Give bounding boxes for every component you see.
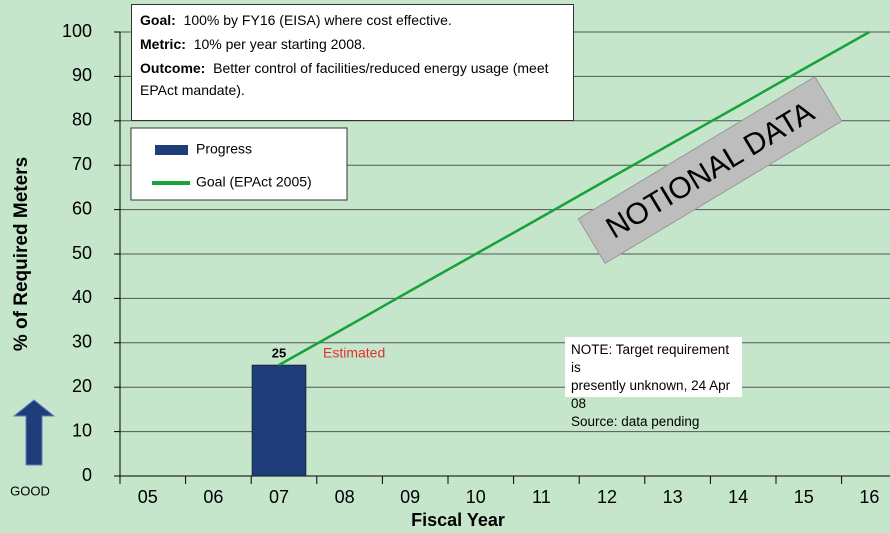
y-tick-label: 10 xyxy=(72,420,92,440)
stamp-text: NOTIONAL DATA xyxy=(601,95,820,245)
estimated-label: Estimated xyxy=(323,345,385,361)
x-tick-label: 16 xyxy=(859,487,879,507)
x-tick-label: 12 xyxy=(597,487,617,507)
y-tick-label: 70 xyxy=(72,154,92,174)
x-tick-label: 11 xyxy=(532,487,551,507)
stamp-box xyxy=(577,75,843,265)
info-label: Goal: xyxy=(140,12,176,28)
good-label: GOOD xyxy=(10,483,50,498)
good-arrow xyxy=(12,399,56,466)
y-tick-label: 60 xyxy=(72,198,92,218)
x-tick-label: 13 xyxy=(663,487,683,507)
goal-line xyxy=(278,30,871,367)
y-tick-label: 100 xyxy=(62,21,92,41)
y-tick-label: 0 xyxy=(82,465,92,485)
info-label: Metric: xyxy=(140,36,186,52)
info-text: Better control of facilities/reduced ene… xyxy=(140,60,549,98)
info-row: Goal: 100% by FY16 (EISA) where cost eff… xyxy=(140,9,565,31)
legend-swatch xyxy=(155,145,188,155)
info-text: 10% per year starting 2008. xyxy=(193,36,366,52)
y-axis-label: % of Required Meters xyxy=(11,157,32,351)
x-tick-label: 07 xyxy=(269,487,289,507)
note-line: presently unknown, 24 Apr 08 xyxy=(571,378,731,411)
info-row: Outcome: Better control of facilities/re… xyxy=(140,57,565,101)
x-tick-label: 09 xyxy=(400,487,420,507)
stamp: NOTIONAL DATA xyxy=(577,75,843,265)
info-label: Outcome: xyxy=(140,60,206,76)
legend: Progress Goal (EPAct 2005) xyxy=(130,127,348,201)
x-tick-label: 08 xyxy=(335,487,355,507)
x-tick-label: 14 xyxy=(728,487,748,507)
x-axis-label: Fiscal Year xyxy=(411,510,505,530)
y-tick-label: 80 xyxy=(72,110,92,130)
x-tick-label: 15 xyxy=(794,487,814,507)
info-box: Goal: 100% by FY16 (EISA) where cost eff… xyxy=(131,4,574,121)
y-tick-label: 30 xyxy=(72,332,92,352)
value-label: 25 xyxy=(272,345,286,360)
note-line: Source: data pending xyxy=(571,414,700,429)
y-tick-label: 20 xyxy=(72,376,92,396)
x-tick-label: 10 xyxy=(466,487,486,507)
info-text: 100% by FY16 (EISA) where cost effective… xyxy=(183,12,452,28)
x-tick-label: 05 xyxy=(138,487,158,507)
y-tick-label: 40 xyxy=(72,287,92,307)
info-row: Metric: 10% per year starting 2008. xyxy=(140,33,565,55)
legend-label: Goal (EPAct 2005) xyxy=(196,174,312,190)
legend-box xyxy=(130,127,348,201)
legend-label: Progress xyxy=(196,141,252,157)
bar xyxy=(251,364,307,477)
y-tick-label: 90 xyxy=(72,65,92,85)
note-box: NOTE: Target requirement is presently un… xyxy=(565,337,742,429)
x-tick-label: 06 xyxy=(203,487,223,507)
y-tick-label: 50 xyxy=(72,243,92,263)
note-line: NOTE: Target requirement is xyxy=(571,342,730,375)
